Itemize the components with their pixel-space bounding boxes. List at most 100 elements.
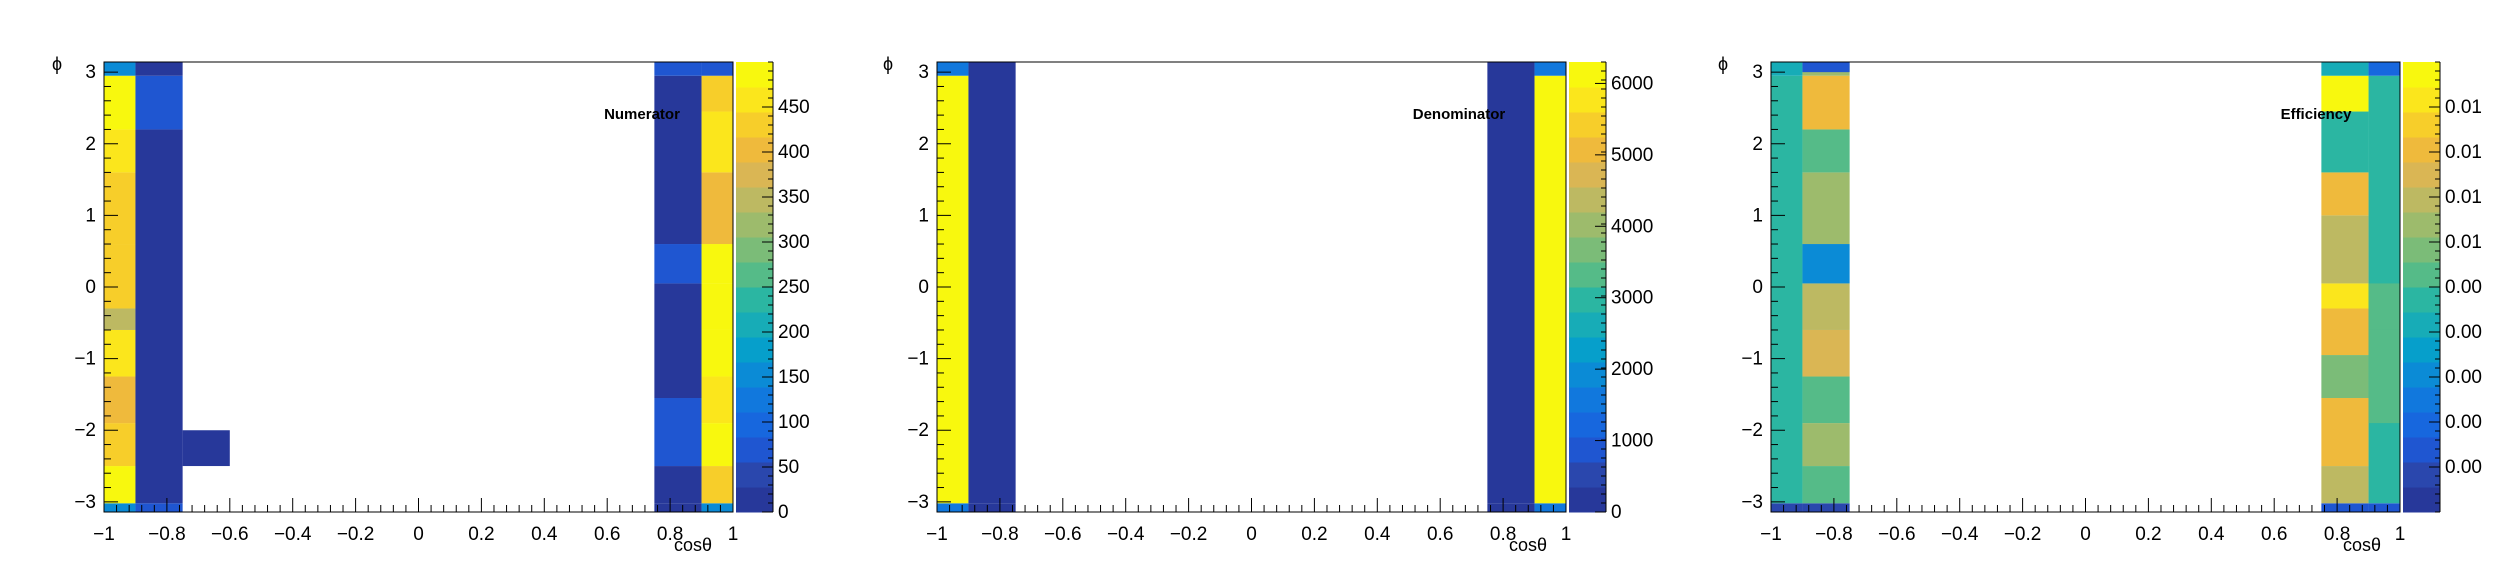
z-tick-label: 3000 (1611, 288, 1653, 309)
heatmap-cell (937, 503, 969, 512)
heatmap-cell (701, 111, 733, 173)
x-tick-label: 0.6 (1427, 524, 1453, 545)
heatmap-cell (104, 329, 136, 377)
palette-band (736, 412, 773, 438)
heatmap-cell (135, 75, 183, 130)
heatmap-cell (1802, 62, 1850, 73)
x-tick-label: −0.2 (1170, 524, 1208, 545)
numerator-cells (104, 62, 733, 512)
heatmap-cell (104, 75, 136, 130)
numerator-color-palette (736, 62, 773, 513)
palette-band (736, 487, 773, 513)
heatmap-cell (2321, 308, 2369, 356)
heatmap-cell (104, 308, 136, 330)
heatmap-cell (2368, 283, 2400, 330)
numerator-z-axis: 0 50 100 150 200 250 300 350 400 450 (762, 61, 810, 523)
x-tick-label: 0.8 (1490, 524, 1516, 545)
z-tick-label: 0.01 (2445, 97, 2482, 118)
palette-band (1569, 387, 1606, 413)
denominator-x-axis: −1 −0.8 −0.6 −0.4 −0.2 0 0.2 0.4 0.6 0.8 1 (926, 498, 1571, 545)
x-tick-label: 0 (1246, 524, 1257, 545)
z-tick-label: 5000 (1611, 145, 1653, 166)
heatmap-cell (104, 466, 136, 504)
y-tick-label: 0 (918, 277, 929, 298)
x-tick-label: 0.4 (2198, 524, 2225, 545)
numerator-x-title: cosθ (674, 535, 712, 555)
heatmap-cell (1534, 75, 1566, 504)
heatmap-cell (968, 62, 1016, 504)
x-tick-label: 0.4 (531, 524, 558, 545)
z-tick-label: 350 (778, 187, 810, 208)
palette-band (1569, 212, 1606, 238)
palette-band (736, 312, 773, 338)
heatmap-cell (1802, 172, 1850, 245)
denominator-y-title: ϕ (883, 54, 893, 74)
heatmap-cell (2321, 466, 2369, 504)
x-tick-label: 1 (1561, 524, 1572, 545)
x-tick-label: −1 (1760, 524, 1782, 545)
palette-band (736, 137, 773, 163)
palette-band (2403, 137, 2440, 163)
denominator-color-palette (1569, 62, 1606, 513)
x-tick-label: 0 (2080, 524, 2091, 545)
denominator-frame (936, 61, 1567, 513)
heatmap-cell (1802, 376, 1850, 424)
heatmap-cell (654, 75, 702, 245)
heatmap-cell (2321, 215, 2369, 284)
palette-band (2403, 262, 2440, 288)
palette-band (2403, 337, 2440, 363)
heatmap-cell (1771, 62, 1803, 76)
palette-band (2403, 362, 2440, 388)
y-tick-label: 1 (1752, 205, 1763, 226)
palette-band (736, 87, 773, 113)
palette-band (736, 187, 773, 213)
heatmap-cell (1802, 283, 1850, 330)
plot-frame (1770, 61, 2401, 513)
x-tick-label: −0.8 (981, 524, 1019, 545)
y-tick-label: −1 (907, 349, 929, 370)
palette-band (2403, 237, 2440, 263)
heatmap-cell (701, 75, 733, 112)
palette-band (2403, 212, 2440, 238)
heatmap-cell (654, 62, 702, 76)
heatmap-cell (104, 129, 136, 173)
heatmap-cell (701, 244, 733, 284)
z-tick-label: 0 (778, 502, 789, 523)
z-tick-label: 450 (778, 97, 810, 118)
heatmap-cell (1802, 503, 1850, 512)
y-tick-label: 0 (1752, 277, 1763, 298)
denominator-cells (937, 62, 1566, 512)
palette-band (2403, 112, 2440, 138)
palette-band (736, 112, 773, 138)
y-tick-label: −3 (907, 492, 929, 513)
y-tick-label: 3 (1752, 62, 1763, 83)
palette-band (736, 62, 773, 88)
heatmap-cell (701, 503, 733, 512)
denominator-z-axis: 0 1000 2000 3000 4000 5000 6000 (1595, 61, 1653, 523)
palette-band (2403, 287, 2440, 313)
efficiency-panel: −1 −0.8 −0.6 −0.4 −0.2 0 0.2 0.4 0.6 0.8 1 3210−1−… (1718, 54, 2482, 555)
z-tick-label: 250 (778, 277, 810, 298)
numerator-x-axis: −1 −0.8 −0.6 −0.4 −0.2 0 0.2 0.4 0.6 0.8 1 (93, 498, 738, 545)
palette-band (736, 437, 773, 463)
y-tick-label: −1 (74, 349, 96, 370)
palette-band (736, 162, 773, 188)
palette-band (736, 287, 773, 313)
z-tick-label: 300 (778, 232, 810, 253)
efficiency-title: Efficiency (2281, 106, 2353, 123)
heatmap-cell (1771, 75, 1803, 504)
heatmap-cell (2321, 503, 2369, 512)
efficiency-frame (1770, 61, 2401, 513)
efficiency-cells (1771, 62, 2400, 512)
heatmap-cell (701, 62, 733, 76)
heatmap-cell (104, 172, 136, 245)
z-tick-label: 0.00 (2445, 457, 2482, 478)
palette-band (1569, 187, 1606, 213)
heatmap-cell (2321, 355, 2369, 399)
palette-band (736, 212, 773, 238)
palette-band (736, 262, 773, 288)
efficiency-color-palette (2403, 62, 2440, 513)
z-tick-label: 0.00 (2445, 277, 2482, 298)
z-tick-label: 2000 (1611, 359, 1653, 380)
